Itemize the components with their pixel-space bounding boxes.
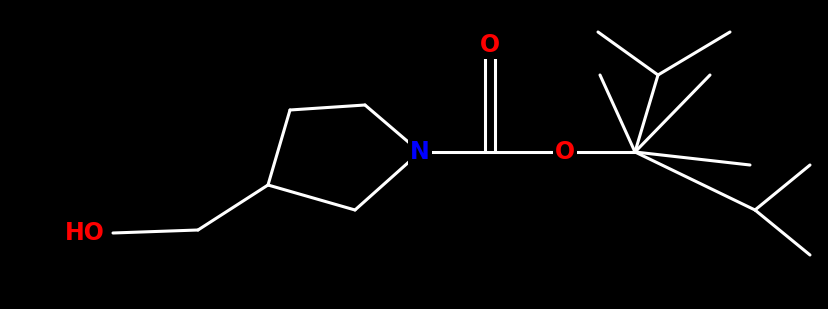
Text: HO: HO — [65, 221, 105, 245]
Text: O: O — [479, 33, 499, 57]
Text: N: N — [410, 140, 430, 164]
Text: O: O — [554, 140, 575, 164]
